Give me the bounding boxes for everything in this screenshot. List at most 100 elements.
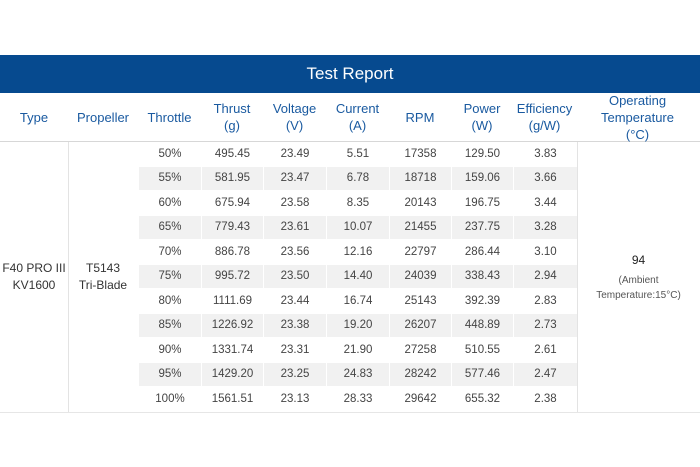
thrust-cell: 1226.92 (201, 313, 263, 337)
rpm-cell: 28242 (389, 362, 451, 386)
header-temperature-line1: Operating (608, 92, 667, 108)
divider (577, 142, 578, 412)
ambient-note-line1: (Ambient (618, 274, 659, 286)
throttle-cell: 95% (138, 362, 201, 386)
rpm-cell: 26207 (389, 313, 451, 337)
header-temperature-line2: Temperature (601, 109, 674, 125)
throttle-cell: 65% (138, 215, 201, 239)
rpm-cell: 17358 (389, 142, 451, 166)
current-cell: 14.40 (326, 264, 389, 288)
throttle-cell: 70% (138, 240, 201, 264)
current-cell: 10.07 (326, 215, 389, 239)
power-cell: 286.44 (451, 240, 513, 264)
table-row: 85% 1226.92 23.38 19.20 26207 448.89 2.73 (138, 313, 577, 338)
power-cell: 392.39 (451, 289, 513, 313)
table-row: 60% 675.94 23.58 8.35 20143 196.75 3.44 (138, 191, 577, 216)
power-cell: 510.55 (451, 338, 513, 362)
header-efficiency-label: Efficiency (516, 101, 573, 116)
rpm-cell: 18718 (389, 166, 451, 190)
thrust-cell: 1561.51 (201, 387, 263, 411)
voltage-cell: 23.61 (263, 215, 326, 239)
efficiency-cell: 2.83 (513, 289, 577, 313)
power-cell: 338.43 (451, 264, 513, 288)
temperature-cell: 94 (Ambient Temperature:15°C) (577, 142, 700, 412)
header-throttle: Throttle (147, 109, 192, 125)
current-cell: 5.51 (326, 142, 389, 166)
current-cell: 6.78 (326, 166, 389, 190)
propeller-blades: Tri-Blade (78, 278, 128, 292)
efficiency-cell: 3.10 (513, 240, 577, 264)
header-propeller: Propeller (76, 109, 130, 125)
data-grid: 50% 495.45 23.49 5.51 17358 129.50 3.83 55% 581.… (138, 142, 577, 412)
efficiency-cell: 2.94 (513, 264, 577, 288)
header-efficiency-unit: (g/W) (528, 118, 561, 133)
rpm-cell: 22797 (389, 240, 451, 264)
current-cell: 19.20 (326, 313, 389, 337)
thrust-cell: 495.45 (201, 142, 263, 166)
motor-type-cell: F40 PRO III KV1600 (0, 142, 68, 412)
rpm-cell: 25143 (389, 289, 451, 313)
rpm-cell: 24039 (389, 264, 451, 288)
table-row: 90% 1331.74 23.31 21.90 27258 510.55 2.61 (138, 338, 577, 363)
power-cell: 159.06 (451, 166, 513, 190)
voltage-cell: 23.47 (263, 166, 326, 190)
throttle-cell: 50% (138, 142, 201, 166)
header-voltage-unit: (V) (285, 118, 304, 133)
thrust-cell: 779.43 (201, 215, 263, 239)
table-row: 80% 1111.69 23.44 16.74 25143 392.39 2.83 (138, 289, 577, 314)
thrust-cell: 1331.74 (201, 338, 263, 362)
efficiency-cell: 3.66 (513, 166, 577, 190)
throttle-cell: 90% (138, 338, 201, 362)
thrust-cell: 886.78 (201, 240, 263, 264)
power-cell: 577.46 (451, 362, 513, 386)
thrust-cell: 675.94 (201, 191, 263, 215)
table-row: 50% 495.45 23.49 5.51 17358 129.50 3.83 (138, 142, 577, 167)
current-cell: 16.74 (326, 289, 389, 313)
motor-name: F40 PRO III (2, 261, 66, 275)
voltage-cell: 23.38 (263, 313, 326, 337)
throttle-cell: 100% (138, 387, 201, 411)
table-row: 75% 995.72 23.50 14.40 24039 338.43 2.94 (138, 264, 577, 289)
voltage-cell: 23.49 (263, 142, 326, 166)
motor-kv: KV1600 (12, 278, 56, 292)
table-row: 95% 1429.20 23.25 24.83 28242 577.46 2.47 (138, 362, 577, 387)
header-power-unit: (W) (471, 118, 493, 133)
table-row: 70% 886.78 23.56 12.16 22797 286.44 3.10 (138, 240, 577, 265)
power-cell: 448.89 (451, 313, 513, 337)
table-body: F40 PRO III KV1600 T5143 Tri-Blade 50% 49… (0, 142, 700, 413)
current-cell: 21.90 (326, 338, 389, 362)
header-current: Current (A) (326, 93, 389, 141)
throttle-cell: 75% (138, 264, 201, 288)
header-voltage-label: Voltage (272, 101, 317, 116)
efficiency-cell: 2.61 (513, 338, 577, 362)
power-cell: 196.75 (451, 191, 513, 215)
rpm-cell: 20143 (389, 191, 451, 215)
header-efficiency: Efficiency (g/W) (513, 93, 576, 141)
efficiency-cell: 3.28 (513, 215, 577, 239)
current-cell: 28.33 (326, 387, 389, 411)
voltage-cell: 23.56 (263, 240, 326, 264)
header-power-label: Power (463, 101, 501, 116)
propeller-cell: T5143 Tri-Blade (68, 142, 138, 412)
current-cell: 24.83 (326, 362, 389, 386)
voltage-cell: 23.58 (263, 191, 326, 215)
table-row: 65% 779.43 23.61 10.07 21455 237.75 3.28 (138, 215, 577, 240)
efficiency-cell: 2.38 (513, 387, 577, 411)
throttle-cell: 60% (138, 191, 201, 215)
header-voltage: Voltage (V) (263, 93, 326, 141)
efficiency-cell: 3.44 (513, 191, 577, 215)
header-power: Power (W) (451, 93, 513, 141)
header-rpm: RPM (405, 109, 435, 125)
current-cell: 12.16 (326, 240, 389, 264)
header-temperature-unit: (°C) (625, 126, 650, 142)
current-cell: 8.35 (326, 191, 389, 215)
voltage-cell: 23.31 (263, 338, 326, 362)
power-cell: 655.32 (451, 387, 513, 411)
header-thrust-label: Thrust (213, 101, 251, 116)
thrust-cell: 995.72 (201, 264, 263, 288)
thrust-cell: 1429.20 (201, 362, 263, 386)
thrust-cell: 1111.69 (201, 289, 263, 313)
header-type: Type (19, 109, 49, 125)
table-row: 100% 1561.51 23.13 28.33 29642 655.32 2.38 (138, 387, 577, 412)
power-cell: 129.50 (451, 142, 513, 166)
